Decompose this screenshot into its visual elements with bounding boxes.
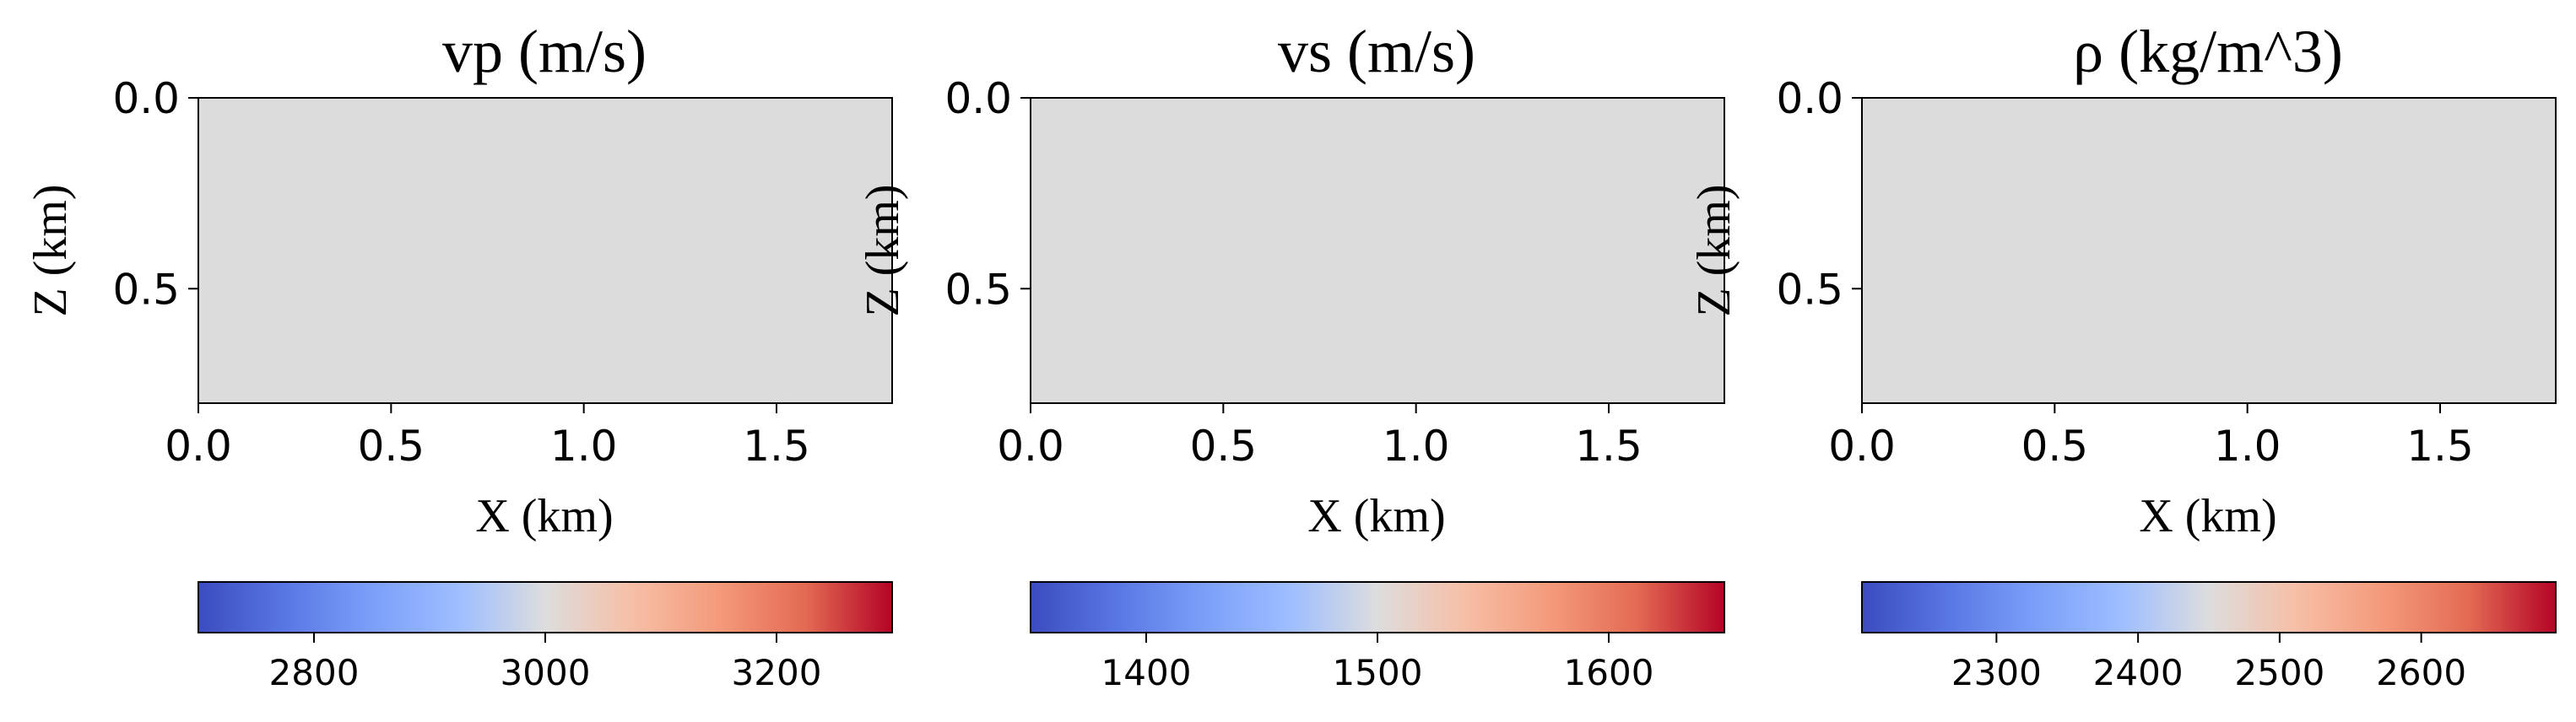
x-axis-label: X (km) xyxy=(1307,490,1445,542)
y-tick-label: 0.5 xyxy=(944,265,1012,314)
colorbar-tick-label: 2400 xyxy=(2093,652,2184,693)
x-tick-label: 1.0 xyxy=(1383,422,1450,471)
y-tick-label: 0.0 xyxy=(944,74,1012,123)
colorbar-tick-label: 2800 xyxy=(269,652,360,693)
colorbar-tick-label: 2500 xyxy=(2234,652,2324,693)
panel-vs: vs (m/s) 0.0 0.5 1.0 1.5 0.0 0.5 X (km) Z (k… xyxy=(857,18,1725,693)
colorbar-tick-label: 1400 xyxy=(1101,652,1192,693)
colorbar-tick-label: 2300 xyxy=(1951,652,2042,693)
y-axis-label: Z (km) xyxy=(857,184,909,316)
x-tick-label: 1.5 xyxy=(1575,422,1642,471)
x-tick-label: 0.0 xyxy=(997,422,1064,471)
colorbar-tick-label: 1600 xyxy=(1564,652,1654,693)
colorbar-tick-label: 2600 xyxy=(2376,652,2466,693)
colorbar-tick-label: 3000 xyxy=(501,652,591,693)
x-tick-label: 1.5 xyxy=(2406,422,2474,471)
panel-rho: ρ (kg/m^3) 0.0 0.5 1.0 1.5 0.0 0.5 X (km) Z … xyxy=(1688,18,2557,693)
x-tick-label: 0.0 xyxy=(165,422,232,471)
panel-vp: vp (m/s) 0.0 0.5 1.0 1.5 0.0 0.5 X (km) Z (k… xyxy=(24,18,893,693)
x-axis-label: X (km) xyxy=(475,490,613,542)
colorbar xyxy=(1030,581,1725,633)
x-tick-label: 1.0 xyxy=(550,422,618,471)
colorbar xyxy=(1861,581,2557,633)
x-axis-label: X (km) xyxy=(2139,490,2276,542)
y-axis: 0.0 0.5 xyxy=(1776,74,1862,314)
colorbar-ticks: 2800 3000 3200 xyxy=(269,633,822,693)
y-axis: 0.0 0.5 xyxy=(112,74,198,314)
x-tick-label: 0.5 xyxy=(2021,422,2089,471)
y-tick-label: 0.5 xyxy=(1776,265,1843,314)
y-axis-label: Z (km) xyxy=(24,184,77,316)
panel-title: vp (m/s) xyxy=(442,18,647,85)
panel-title: ρ (kg/m^3) xyxy=(2073,18,2343,85)
x-axis: 0.0 0.5 1.0 1.5 xyxy=(1828,403,2474,471)
x-tick-label: 1.5 xyxy=(743,422,810,471)
y-axis: 0.0 0.5 xyxy=(944,74,1031,314)
y-axis-label: Z (km) xyxy=(1688,184,1740,316)
colorbar-ticks: 1400 1500 1600 xyxy=(1101,633,1654,693)
y-tick-label: 0.0 xyxy=(112,74,180,123)
x-tick-label: 0.0 xyxy=(1828,422,1896,471)
x-tick-label: 0.5 xyxy=(1190,422,1258,471)
panel-title: vs (m/s) xyxy=(1278,18,1475,85)
field-image xyxy=(198,97,893,404)
field-image xyxy=(1861,97,2557,404)
x-tick-label: 1.0 xyxy=(2214,422,2281,471)
colorbar xyxy=(198,581,893,633)
field-image xyxy=(1030,97,1725,404)
colorbar-tick-label: 1500 xyxy=(1333,652,1423,693)
x-axis: 0.0 0.5 1.0 1.5 xyxy=(997,403,1642,471)
x-axis: 0.0 0.5 1.0 1.5 xyxy=(165,403,810,471)
y-tick-label: 0.0 xyxy=(1776,74,1843,123)
colorbar-ticks: 2300 2400 2500 2600 xyxy=(1951,633,2466,693)
x-tick-label: 0.5 xyxy=(358,422,425,471)
colorbar-tick-label: 3200 xyxy=(732,652,822,693)
y-tick-label: 0.5 xyxy=(112,265,180,314)
